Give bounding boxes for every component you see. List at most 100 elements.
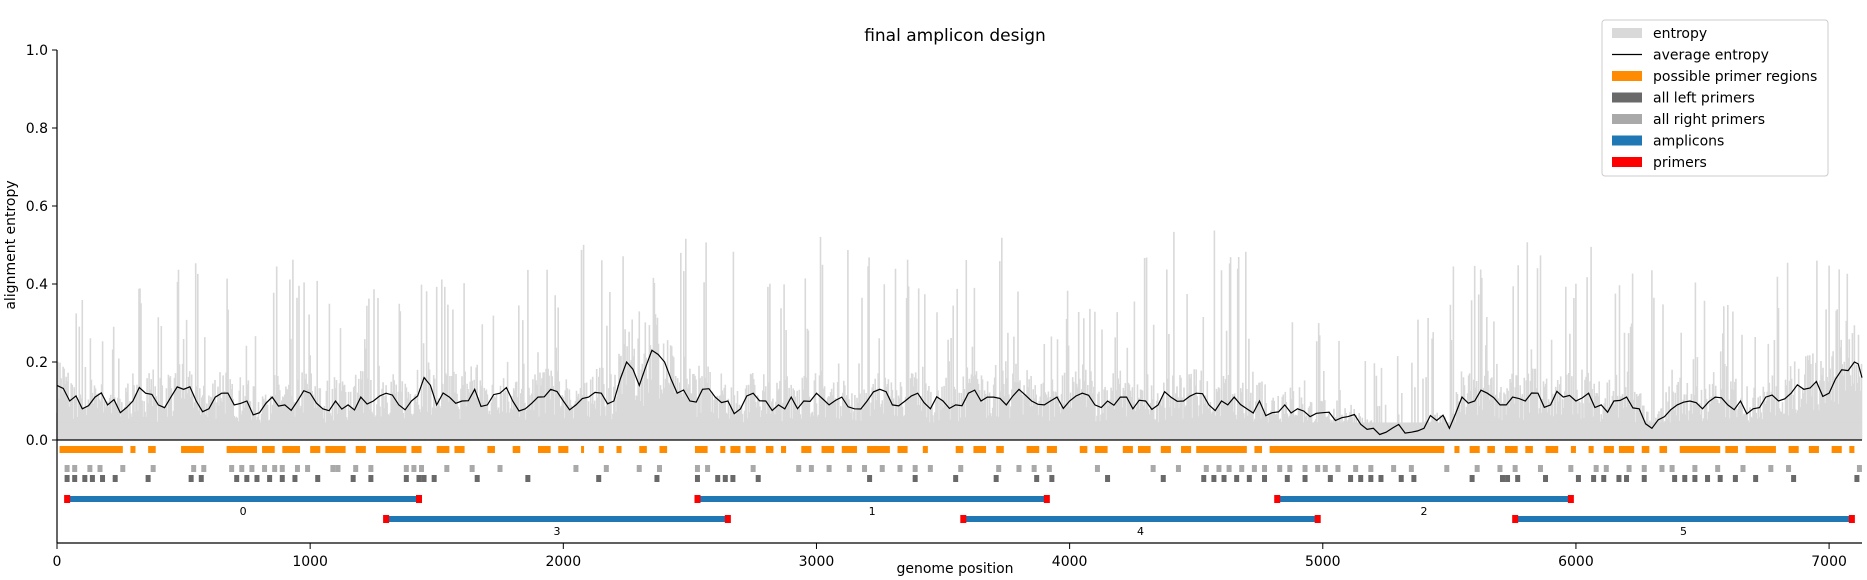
left-primer [867,475,873,482]
legend-label: entropy [1653,26,1707,42]
primer-region [1254,446,1263,453]
primer-region [1603,446,1614,453]
chart-title: final amplicon design [864,26,1046,46]
left-primer [267,475,273,482]
left-primer [234,475,240,482]
primer-region [922,446,928,453]
legend-item: all right primers [1612,112,1765,128]
primer-region [1454,446,1460,453]
right-primer [927,465,933,472]
right-primers [64,465,1862,472]
right-primer [120,465,126,472]
primer-region [841,446,857,453]
right-primer [201,465,207,472]
right-primer [694,465,700,472]
entropy-spikes [56,230,1863,440]
right-primer [1368,465,1374,472]
right-primer [272,465,278,472]
primer-region [821,446,835,453]
primer-region [148,446,156,453]
legend-item: all left primers [1612,91,1755,107]
right-primer [368,465,374,472]
left-primer [1211,475,1217,482]
left-primer [1624,475,1630,482]
right-primer [1031,465,1037,472]
right-primer [330,465,336,472]
left-primer [416,475,422,482]
right-primer [603,465,609,472]
left-primer [596,475,602,482]
primer-region [1122,446,1133,453]
legend-item: average entropy [1612,48,1769,64]
legend-item: amplicons [1612,134,1724,150]
amplicon-left-primer [383,515,390,523]
right-primer [636,465,642,472]
right-primer [1692,465,1698,472]
left-primer [953,475,959,482]
x-tick-label: 7000 [1811,554,1847,570]
left-primer [1682,475,1688,482]
amplicon-bar [1277,496,1571,502]
left-primer [145,475,151,482]
primer-region [973,446,987,453]
left-primer [64,475,70,482]
axes: 0.0 0.2 0.4 0.6 0.8 1.0 0 1000 2000 3000 4000 5000 6… [26,43,1862,570]
left-primer [1543,475,1549,482]
amplicon-label: 5 [1680,525,1687,538]
left-primer [1732,475,1738,482]
y-tick-label: 0.4 [26,277,48,293]
legend-swatch [1612,71,1642,81]
primer-region [558,446,569,453]
left-primer [1284,475,1290,482]
primer-region [1469,446,1480,453]
primer-region [454,446,465,453]
left-primer [1234,475,1240,482]
y-tick-label: 0.6 [26,199,48,215]
primer-region [1808,446,1819,453]
left-primer [1034,475,1040,482]
right-primer [444,465,450,472]
primer-region [1588,446,1594,453]
legend-swatch [1612,92,1642,103]
legend-frame [1601,19,1829,177]
left-primer [188,475,194,482]
left-primer [89,475,95,482]
amplicon: 0 [64,495,423,518]
legend-label: amplicons [1653,134,1724,150]
amplicon-label: 4 [1137,525,1144,538]
left-primer [1105,475,1111,482]
y-tick-label: 1.0 [26,43,48,59]
primer-region [781,446,787,453]
primer-region [1725,446,1738,453]
left-primer [198,475,204,482]
primer-region [598,446,604,453]
legend-label: all right primers [1653,112,1765,128]
left-primer [350,475,356,482]
left-primer [1515,475,1521,482]
amplicon-right-primer [724,515,731,523]
right-primer [1593,465,1599,472]
right-primer [796,465,802,472]
right-primer [1856,465,1862,472]
right-primer [1046,465,1052,472]
right-primer [1175,465,1181,472]
left-primer [1302,475,1308,482]
left-primer [1221,475,1227,482]
left-primer [403,475,409,482]
right-primer [705,465,711,472]
possible-primer-regions [59,446,1855,453]
left-primer [1705,475,1711,482]
left-primer [421,475,427,482]
amplicon-right-primer [1567,495,1574,503]
right-primer [335,465,341,472]
right-primer [826,465,832,472]
left-primer [292,475,298,482]
right-primer [239,465,245,472]
primer-region [867,446,890,453]
right-primer [1262,465,1268,472]
legend-swatch [1612,28,1642,38]
left-primer [993,475,999,482]
right-primer [1150,465,1156,472]
primer-region [1641,446,1650,453]
